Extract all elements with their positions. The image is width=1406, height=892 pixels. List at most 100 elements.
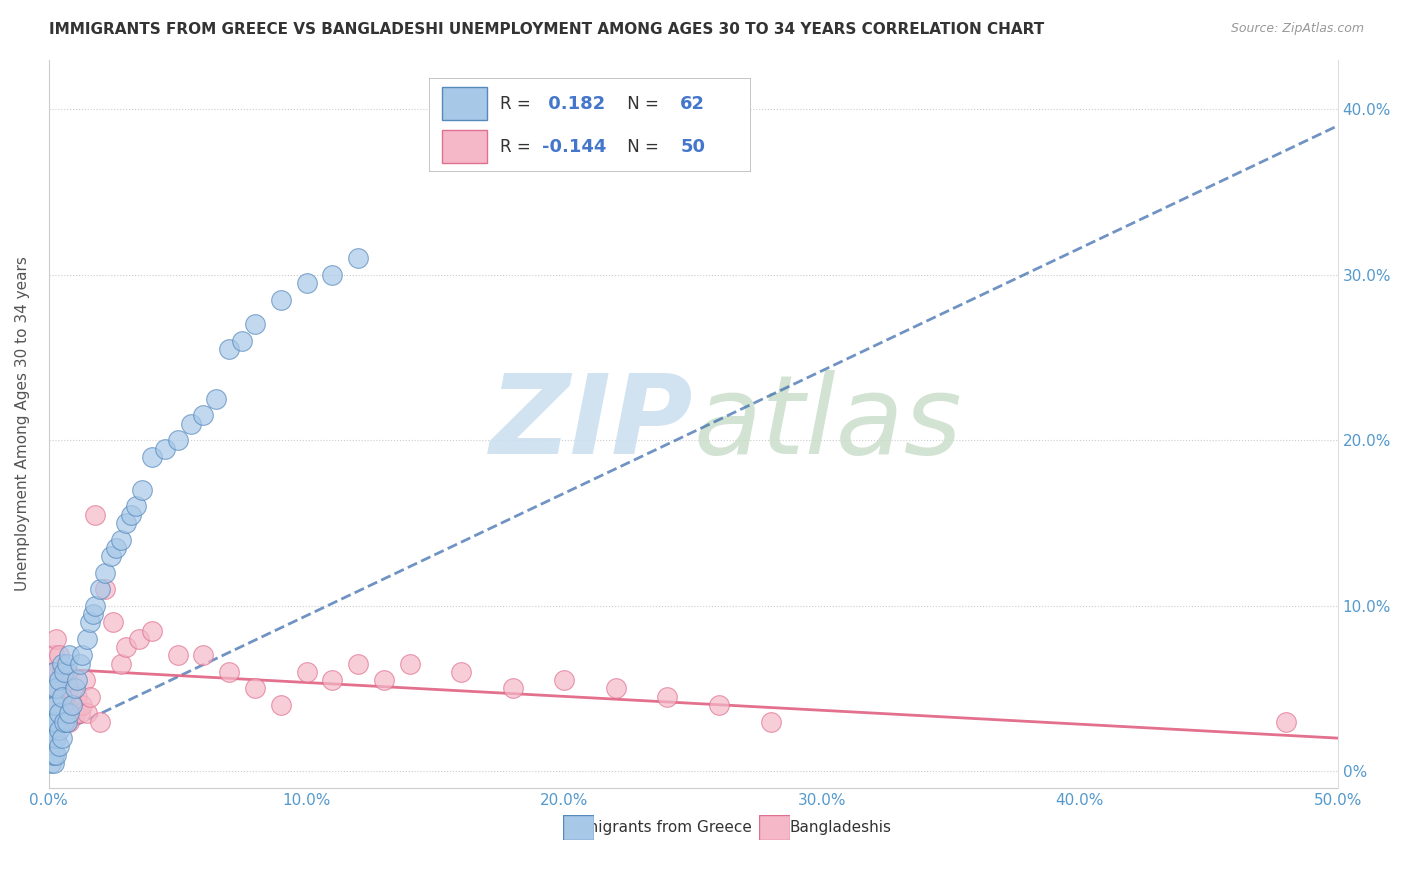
Point — [193, 648, 215, 663]
Point — [42, 756, 65, 770]
Text: ZIP: ZIP — [489, 370, 693, 477]
Point — [45, 632, 67, 646]
Point — [42, 714, 65, 729]
Point — [48, 673, 70, 688]
Point — [79, 690, 101, 704]
Point — [218, 342, 240, 356]
Point — [605, 681, 627, 696]
Point — [53, 665, 76, 679]
Point — [58, 648, 80, 663]
Point — [1275, 714, 1298, 729]
Point — [42, 698, 65, 712]
Point — [89, 714, 111, 729]
Point — [66, 690, 89, 704]
Point — [51, 665, 73, 679]
Point — [48, 723, 70, 737]
Point — [45, 747, 67, 762]
Point — [56, 714, 79, 729]
Point — [72, 648, 94, 663]
Point — [69, 706, 91, 721]
Point — [53, 714, 76, 729]
Text: IMMIGRANTS FROM GREECE VS BANGLADESHI UNEMPLOYMENT AMONG AGES 30 TO 34 YEARS COR: IMMIGRANTS FROM GREECE VS BANGLADESHI UN… — [49, 22, 1045, 37]
Point — [42, 648, 65, 663]
Point — [110, 657, 132, 671]
Text: Bangladeshis: Bangladeshis — [790, 820, 891, 835]
Point — [76, 706, 98, 721]
Point — [398, 657, 420, 671]
Point — [41, 665, 63, 679]
Point — [104, 541, 127, 555]
Point — [53, 681, 76, 696]
Point — [657, 690, 679, 704]
Point — [82, 607, 104, 621]
Point — [131, 483, 153, 497]
Point — [103, 615, 125, 630]
Point — [231, 334, 253, 348]
Point — [63, 681, 86, 696]
Point — [48, 648, 70, 663]
Point — [166, 648, 188, 663]
Point — [120, 508, 142, 522]
Text: Immigrants from Greece: Immigrants from Greece — [564, 820, 752, 835]
Point — [42, 681, 65, 696]
Point — [51, 690, 73, 704]
Point — [56, 665, 79, 679]
Point — [42, 681, 65, 696]
Point — [347, 657, 370, 671]
Point — [128, 632, 150, 646]
Point — [51, 731, 73, 745]
Point — [243, 318, 266, 332]
Point — [270, 698, 292, 712]
Point — [553, 673, 575, 688]
Point — [205, 392, 228, 406]
Point — [41, 747, 63, 762]
Point — [63, 706, 86, 721]
Point — [41, 756, 63, 770]
Point — [42, 665, 65, 679]
Point — [45, 731, 67, 745]
Point — [72, 698, 94, 712]
Point — [759, 714, 782, 729]
Text: Source: ZipAtlas.com: Source: ZipAtlas.com — [1230, 22, 1364, 36]
Point — [141, 450, 163, 464]
Point — [76, 632, 98, 646]
Point — [41, 739, 63, 754]
Y-axis label: Unemployment Among Ages 30 to 34 years: Unemployment Among Ages 30 to 34 years — [15, 256, 30, 591]
Point — [51, 657, 73, 671]
Point — [321, 268, 343, 282]
Point — [94, 566, 117, 580]
Point — [84, 508, 107, 522]
Point — [141, 624, 163, 638]
Point — [48, 681, 70, 696]
Point — [66, 673, 89, 688]
Point — [321, 673, 343, 688]
Point — [51, 698, 73, 712]
Point — [193, 409, 215, 423]
Point — [347, 251, 370, 265]
Point — [58, 714, 80, 729]
Point — [502, 681, 524, 696]
Point — [218, 665, 240, 679]
Point — [58, 681, 80, 696]
Point — [60, 698, 83, 712]
Point — [180, 417, 202, 431]
Point — [42, 747, 65, 762]
Point — [243, 681, 266, 696]
Point — [295, 665, 318, 679]
Text: atlas: atlas — [693, 370, 962, 477]
Point — [41, 731, 63, 745]
Point — [42, 731, 65, 745]
Point — [270, 293, 292, 307]
Point — [58, 706, 80, 721]
Point — [115, 516, 138, 530]
Point — [60, 698, 83, 712]
Point — [94, 582, 117, 597]
Point — [41, 698, 63, 712]
Point — [450, 665, 472, 679]
Point — [53, 714, 76, 729]
Point — [45, 698, 67, 712]
Point — [48, 739, 70, 754]
Point — [41, 723, 63, 737]
Point — [56, 714, 79, 729]
Point — [115, 640, 138, 654]
